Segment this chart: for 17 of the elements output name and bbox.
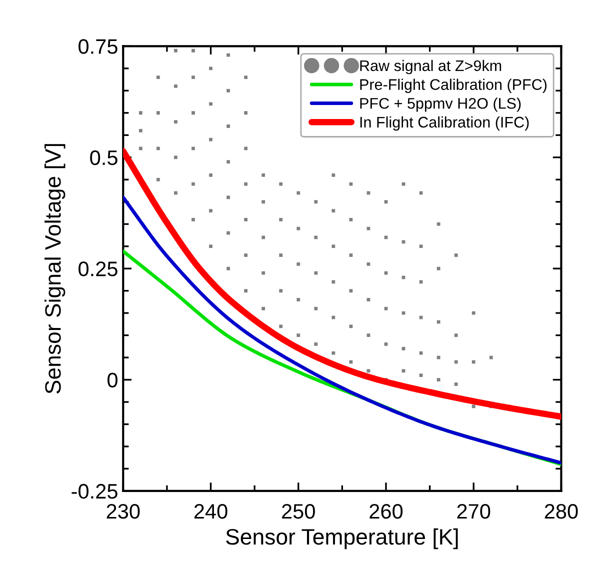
y-tick-label: -0.25 (72, 484, 118, 499)
x-tick-label: 270 (457, 504, 490, 519)
x-tick-label: 240 (194, 504, 228, 519)
x-tick-label: 260 (370, 504, 403, 519)
legend-label: Raw signal at Z>9km (360, 60, 502, 74)
x-tick-label: 250 (282, 504, 315, 519)
y-axis-title: Sensor Signal Voltage [V] (44, 144, 66, 394)
y-tick-label: 0.5 (90, 150, 118, 166)
x-tick-label: 230 (106, 504, 140, 519)
y-tick-label: 0 (108, 372, 118, 388)
legend-label: In Flight Calibration (IFC) (360, 116, 529, 131)
y-tick-label: 0.25 (78, 262, 118, 276)
x-axis-title: Sensor Temperature [K] (226, 528, 458, 550)
legend-label: Pre-Flight Calibration (PFC) (360, 78, 547, 93)
y-tick-label: 0.75 (78, 39, 118, 54)
legend-label: PFC + 5ppmv H2O (LS) (360, 98, 521, 112)
x-tick-label: 280 (544, 504, 578, 519)
